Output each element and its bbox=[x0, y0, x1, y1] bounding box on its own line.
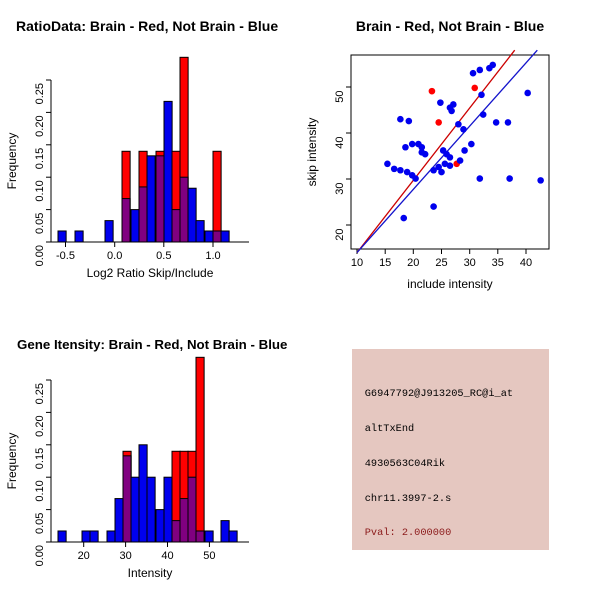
svg-text:0.5: 0.5 bbox=[156, 250, 171, 262]
svg-text:30: 30 bbox=[119, 550, 131, 562]
svg-text:10: 10 bbox=[351, 257, 363, 269]
svg-text:1.0: 1.0 bbox=[205, 250, 220, 262]
svg-text:Intensity: Intensity bbox=[128, 566, 173, 580]
svg-text:skip intensity: skip intensity bbox=[305, 118, 319, 187]
svg-text:50: 50 bbox=[334, 91, 346, 103]
svg-text:20: 20 bbox=[78, 550, 90, 562]
svg-text:0.10: 0.10 bbox=[34, 180, 46, 201]
svg-text:0.20: 0.20 bbox=[34, 415, 46, 436]
svg-text:0.15: 0.15 bbox=[34, 148, 46, 169]
svg-text:Frequency: Frequency bbox=[5, 133, 19, 190]
svg-text:0.00: 0.00 bbox=[34, 245, 46, 266]
svg-text:include intensity: include intensity bbox=[407, 277, 492, 291]
svg-text:40: 40 bbox=[334, 137, 346, 149]
svg-text:0.10: 0.10 bbox=[34, 480, 46, 501]
svg-text:20: 20 bbox=[407, 257, 419, 269]
svg-text:30: 30 bbox=[334, 183, 346, 195]
svg-text:Log2 Ratio Skip/Include: Log2 Ratio Skip/Include bbox=[87, 266, 214, 280]
svg-text:0.25: 0.25 bbox=[34, 383, 46, 404]
svg-text:Frequency: Frequency bbox=[5, 433, 19, 490]
svg-text:0.25: 0.25 bbox=[34, 83, 46, 104]
svg-text:40: 40 bbox=[520, 257, 532, 269]
svg-text:0.05: 0.05 bbox=[34, 513, 46, 534]
svg-text:30: 30 bbox=[464, 257, 476, 269]
svg-text:40: 40 bbox=[161, 550, 173, 562]
svg-text:0.05: 0.05 bbox=[34, 213, 46, 234]
svg-text:0.00: 0.00 bbox=[34, 545, 46, 566]
svg-text:0.0: 0.0 bbox=[107, 250, 122, 262]
svg-text:0.15: 0.15 bbox=[34, 448, 46, 469]
svg-text:20: 20 bbox=[334, 229, 346, 241]
svg-text:35: 35 bbox=[492, 257, 504, 269]
svg-text:-0.5: -0.5 bbox=[56, 250, 75, 262]
svg-text:0.20: 0.20 bbox=[34, 115, 46, 136]
svg-text:15: 15 bbox=[379, 257, 391, 269]
svg-text:25: 25 bbox=[435, 257, 447, 269]
svg-text:50: 50 bbox=[203, 550, 215, 562]
